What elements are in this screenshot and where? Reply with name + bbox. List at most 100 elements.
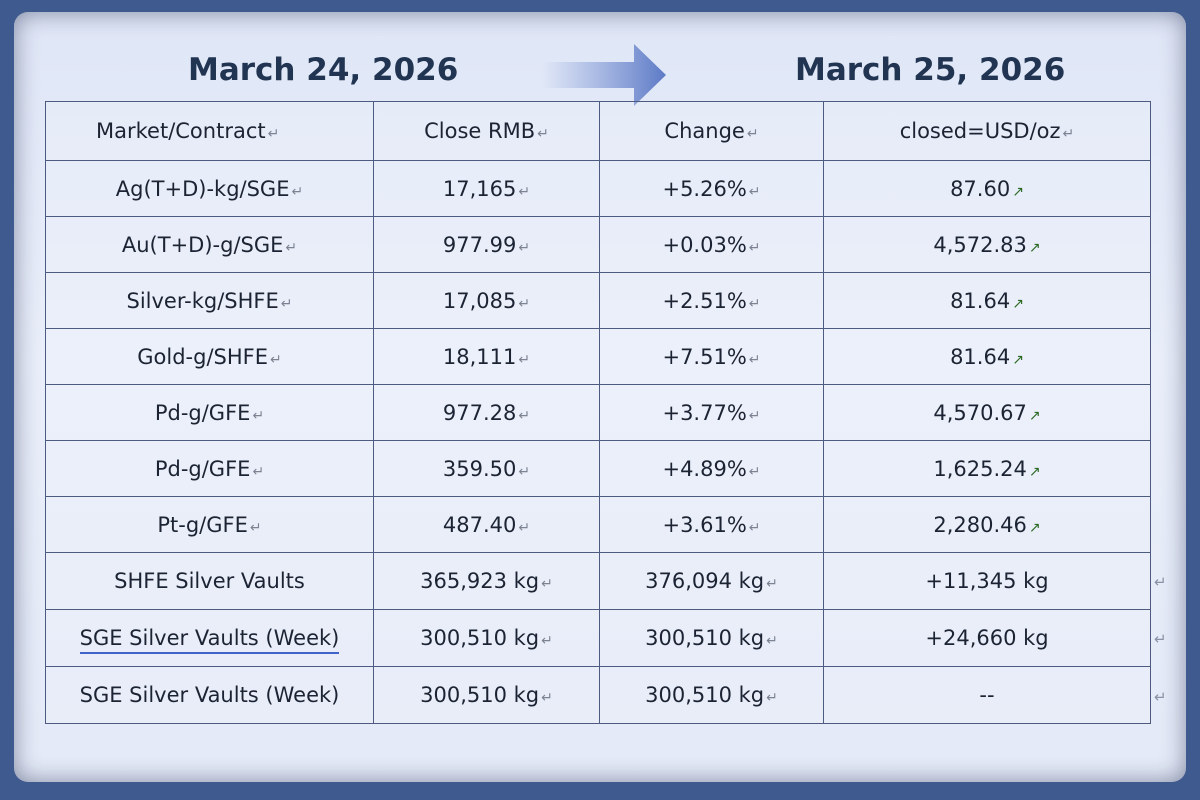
return-mark-icon: ↵ <box>518 295 531 312</box>
return-mark-icon: ↵ <box>270 351 282 368</box>
return-mark-icon: ↵ <box>252 407 265 424</box>
change-cell: +0.03% ↵ <box>599 216 824 273</box>
return-mark-icon: ↵ <box>518 519 531 536</box>
table-row: Pt-g/GFE ↵ 487.40 ↵ +3.61% ↵ 2,280.46 ↗ <box>45 496 1151 553</box>
return-mark-icon: ↵ <box>518 183 531 200</box>
table-header-row: Market/Contract ↵ Close RMB ↵ Change ↵ clos… <box>45 101 1151 161</box>
metals-table: Market/Contract ↵ Close RMB ↵ Change ↵ clos… <box>45 101 1151 724</box>
return-mark-icon: ↵ <box>249 519 262 536</box>
table-row: Silver-kg/SHFE ↵ 17,085 ↵ +2.51% ↵ 81.64 ↗ <box>45 272 1151 329</box>
vault-curr-cell: 300,510 kg ↵ <box>599 666 824 724</box>
usd-cell: 2,280.46 ↗ <box>823 496 1151 553</box>
usd-cell: 81.64 ↗ <box>823 272 1151 329</box>
close-cell: 17,165 ↵ <box>373 160 600 217</box>
return-mark-icon: ↵ <box>748 463 761 480</box>
column-header: closed=USD/oz ↵ <box>823 101 1151 161</box>
usd-cell: 81.64 ↗ <box>823 328 1151 385</box>
vault-diff-cell: -- <box>823 666 1151 724</box>
return-mark-icon: ↵ <box>1154 573 1167 591</box>
date-previous: March 24, 2026 <box>188 52 459 88</box>
table-row: Gold-g/SHFE ↵ 18,111 ↵ +7.51% ↵ 81.64 ↗ <box>45 328 1151 385</box>
return-mark-icon: ↵ <box>541 633 553 649</box>
table-row: Pd-g/GFE ↵ 359.50 ↵ +4.89% ↵ 1,625.24 ↗ <box>45 440 1151 497</box>
change-cell: +5.26% ↵ <box>599 160 824 217</box>
return-mark-icon: ↵ <box>746 126 759 142</box>
column-header: Close RMB ↵ <box>373 101 600 161</box>
change-cell: +7.51% ↵ <box>599 328 824 385</box>
return-mark-icon: ↵ <box>766 576 778 592</box>
vault-row: SGE Silver Vaults (Week) 300,510 kg ↵ 300… <box>45 609 1151 667</box>
vault-curr-cell: 300,510 kg ↵ <box>599 609 824 667</box>
return-mark-icon: ↵ <box>518 239 531 256</box>
return-mark-icon: ↵ <box>518 463 531 480</box>
market-cell: Pd-g/GFE ↵ <box>45 384 374 441</box>
date-current: March 25, 2026 <box>795 52 1066 88</box>
vault-prev-cell: 300,510 kg ↵ <box>373 609 600 667</box>
return-mark-icon: ↵ <box>541 576 553 592</box>
return-mark-icon: ↵ <box>766 690 778 706</box>
vault-label-cell: SGE Silver Vaults (Week) <box>45 666 374 724</box>
return-mark-icon: ↵ <box>766 633 778 649</box>
close-cell: 487.40 ↵ <box>373 496 600 553</box>
close-cell: 17,085 ↵ <box>373 272 600 329</box>
change-cell: +3.61% ↵ <box>599 496 824 553</box>
return-mark-icon: ↵ <box>518 407 531 424</box>
tick-mark-icon: ↗ <box>1012 351 1024 368</box>
return-mark-icon: ↵ <box>748 183 761 200</box>
change-cell: +4.89% ↵ <box>599 440 824 497</box>
usd-cell: 1,625.24 ↗ <box>823 440 1151 497</box>
tick-mark-icon: ↗ <box>1028 463 1041 480</box>
return-mark-icon: ↵ <box>1062 126 1075 142</box>
market-cell: Ag(T+D)-kg/SGE ↵ <box>45 160 374 217</box>
return-mark-icon: ↵ <box>1154 630 1167 648</box>
market-cell: Gold-g/SHFE ↵ <box>45 328 374 385</box>
usd-cell: 4,570.67 ↗ <box>823 384 1151 441</box>
return-mark-icon: ↵ <box>267 126 280 142</box>
close-cell: 977.28 ↵ <box>373 384 600 441</box>
table-row: Pd-g/GFE ↵ 977.28 ↵ +3.77% ↵ 4,570.67 ↗ <box>45 384 1151 441</box>
table-row: Ag(T+D)-kg/SGE ↵ 17,165 ↵ +5.26% ↵ 87.60 ↗ <box>45 160 1151 217</box>
close-cell: 977.99 ↵ <box>373 216 600 273</box>
vault-row: SHFE Silver Vaults 365,923 kg ↵ 376,094 k… <box>45 552 1151 610</box>
tick-mark-icon: ↗ <box>1012 183 1024 200</box>
table-row: Au(T+D)-g/SGE ↵ 977.99 ↵ +0.03% ↵ 4,572.83 ↗ <box>45 216 1151 273</box>
return-mark-icon: ↵ <box>748 407 761 424</box>
return-mark-icon: ↵ <box>1154 688 1167 706</box>
vault-prev-cell: 300,510 kg ↵ <box>373 666 600 724</box>
vault-row: SGE Silver Vaults (Week) 300,510 kg ↵ 300… <box>45 666 1151 724</box>
return-mark-icon: ↵ <box>252 463 265 480</box>
return-mark-icon: ↵ <box>537 126 549 142</box>
tick-mark-icon: ↗ <box>1028 407 1041 424</box>
close-cell: 18,111 ↵ <box>373 328 600 385</box>
tick-mark-icon: ↗ <box>1028 239 1041 256</box>
change-cell: +3.77% ↵ <box>599 384 824 441</box>
return-mark-icon: ↵ <box>748 239 761 256</box>
return-mark-icon: ↵ <box>748 295 761 312</box>
change-cell: +2.51% ↵ <box>599 272 824 329</box>
usd-cell: 87.60 ↗ <box>823 160 1151 217</box>
vault-diff-cell: +24,660 kg <box>823 609 1151 667</box>
return-mark-icon: ↵ <box>748 351 761 368</box>
right-arrow-icon <box>542 44 666 106</box>
return-mark-icon: ↵ <box>541 690 553 706</box>
vault-prev-cell: 365,923 kg ↵ <box>373 552 600 610</box>
vault-label-cell: SGE Silver Vaults (Week) <box>45 609 374 667</box>
tick-mark-icon: ↗ <box>1028 519 1041 536</box>
vault-curr-cell: 376,094 kg ↵ <box>599 552 824 610</box>
market-cell: Pd-g/GFE ↵ <box>45 440 374 497</box>
column-header: Market/Contract ↵ <box>45 101 374 161</box>
vault-label-cell: SHFE Silver Vaults <box>45 552 374 610</box>
market-cell: Silver-kg/SHFE ↵ <box>45 272 374 329</box>
return-mark-icon: ↵ <box>291 183 304 200</box>
market-cell: Pt-g/GFE ↵ <box>45 496 374 553</box>
return-mark-icon: ↵ <box>748 519 761 536</box>
close-cell: 359.50 ↵ <box>373 440 600 497</box>
tick-mark-icon: ↗ <box>1012 295 1024 312</box>
vault-diff-cell: +11,345 kg <box>823 552 1151 610</box>
column-header: Change ↵ <box>599 101 824 161</box>
market-cell: Au(T+D)-g/SGE ↵ <box>45 216 374 273</box>
return-mark-icon: ↵ <box>280 295 293 312</box>
return-mark-icon: ↵ <box>518 351 531 368</box>
return-mark-icon: ↵ <box>285 239 298 256</box>
usd-cell: 4,572.83 ↗ <box>823 216 1151 273</box>
